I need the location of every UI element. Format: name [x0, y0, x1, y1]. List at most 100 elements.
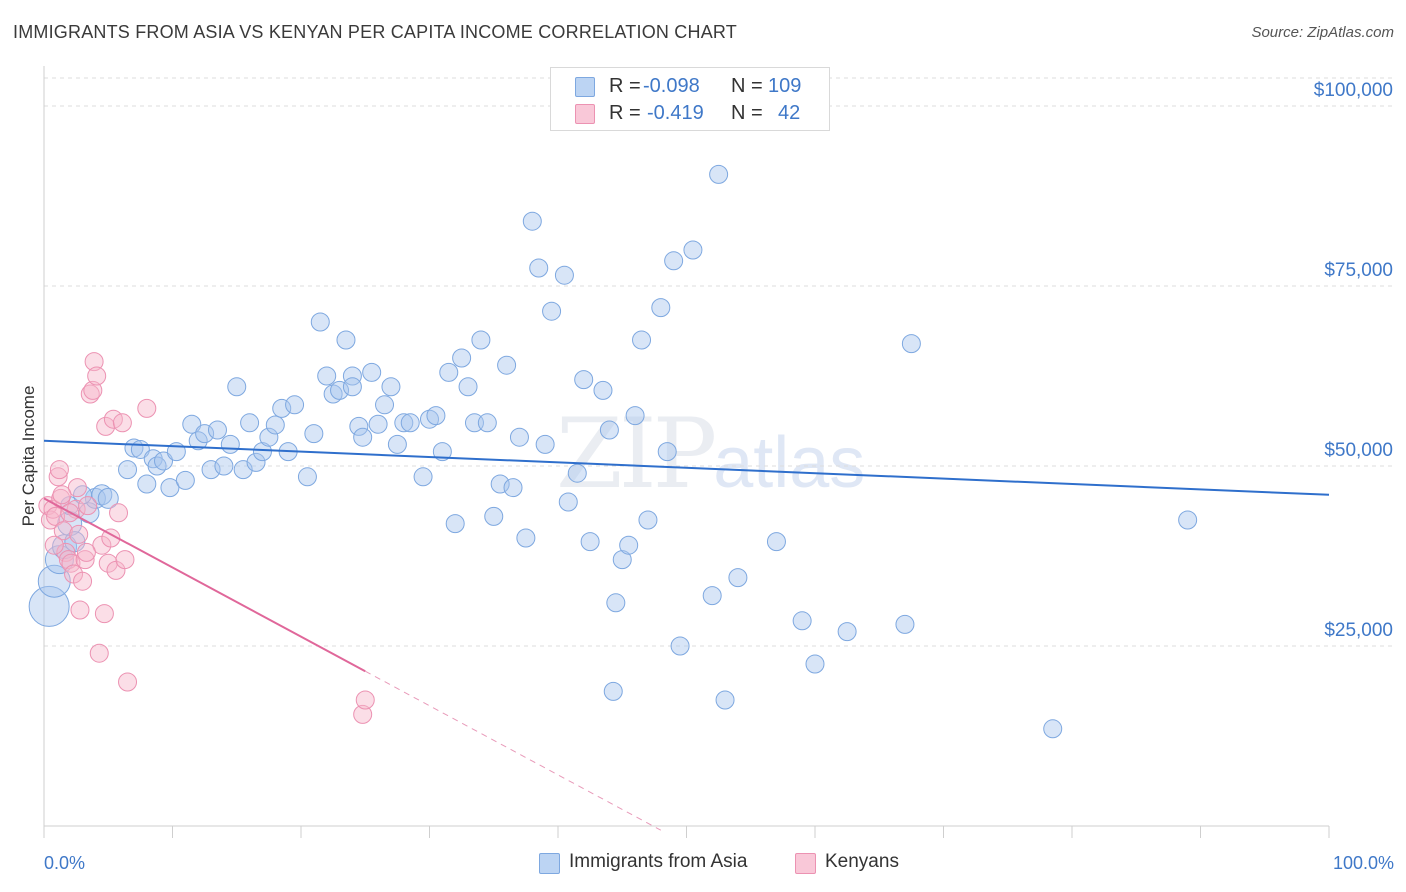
- point-asia: [529, 258, 549, 278]
- point-asia: [670, 636, 690, 656]
- axis-labels: $25,000 $50,000 $75,000 $100,000 0.0% 100.0% P…: [19, 80, 1394, 873]
- point-asia: [471, 330, 491, 350]
- point-asia: [651, 298, 671, 318]
- watermark-sub: atlas: [713, 423, 866, 503]
- point-asia: [84, 487, 106, 509]
- point-asia: [342, 377, 362, 397]
- point-asia: [252, 442, 272, 462]
- point-asia: [792, 611, 812, 631]
- point-kenyans: [353, 704, 373, 724]
- point-asia: [567, 463, 587, 483]
- point-asia: [420, 409, 439, 429]
- r-value: -0.419: [647, 102, 704, 124]
- point-asia: [375, 395, 395, 415]
- point-asia: [484, 506, 504, 526]
- point-asia: [349, 416, 369, 436]
- point-asia: [503, 478, 523, 498]
- point-asia: [490, 474, 510, 494]
- point-asia: [175, 470, 195, 490]
- point-kenyans: [76, 542, 96, 562]
- point-asia: [259, 427, 279, 447]
- asia-legend-label: Immigrants from Asia: [569, 851, 748, 872]
- point-asia: [413, 467, 433, 487]
- point-asia: [265, 415, 285, 435]
- point-asia: [182, 414, 202, 434]
- point-asia: [195, 424, 215, 444]
- point-asia: [702, 586, 722, 606]
- point-asia: [1178, 510, 1198, 530]
- point-kenyans: [87, 366, 107, 386]
- axes: [43, 66, 1330, 838]
- point-asia: [353, 427, 373, 447]
- point-asia: [118, 460, 138, 480]
- point-kenyans: [75, 550, 95, 570]
- point-asia: [497, 355, 517, 375]
- point-kenyans: [96, 416, 116, 436]
- point-kenyans: [84, 352, 104, 372]
- point-kenyans: [118, 672, 138, 692]
- r-label: R =: [609, 102, 641, 124]
- point-asia: [362, 362, 382, 382]
- x-tick-label: 0.0%: [44, 853, 85, 873]
- point-kenyans: [56, 542, 76, 562]
- point-asia: [368, 414, 388, 434]
- watermark: ZIPatlas: [556, 398, 865, 510]
- data-points: [28, 164, 1198, 739]
- asia-legend-swatch: [539, 853, 560, 874]
- trend-lines: [43, 439, 1330, 831]
- y-tick-label: $100,000: [1314, 80, 1393, 101]
- chart-title: IMMIGRANTS FROM ASIA VS KENYAN PER CAPIT…: [13, 22, 737, 42]
- point-asia: [387, 434, 407, 454]
- point-asia: [657, 442, 677, 462]
- y-tick-label: $75,000: [1324, 260, 1393, 281]
- point-asia: [304, 424, 324, 444]
- point-kenyans: [101, 528, 121, 548]
- point-asia: [240, 413, 260, 433]
- point-kenyans: [355, 690, 375, 710]
- point-asia: [201, 460, 221, 480]
- kenyans-legend-swatch: [795, 853, 816, 874]
- point-asia: [285, 395, 305, 415]
- point-asia: [1043, 719, 1063, 739]
- point-kenyans: [112, 413, 132, 433]
- point-kenyans: [48, 467, 68, 487]
- point-kenyans: [115, 550, 135, 570]
- point-asia: [137, 474, 157, 494]
- point-asia: [516, 528, 536, 548]
- y-axis-label: Per Capita Income: [19, 386, 38, 527]
- point-asia: [709, 164, 729, 184]
- point-asia: [599, 420, 619, 440]
- point-asia: [394, 413, 414, 433]
- point-asia: [272, 398, 292, 418]
- point-kenyans: [49, 460, 69, 480]
- point-asia: [895, 614, 915, 634]
- point-asia: [606, 593, 626, 613]
- point-asia: [632, 330, 652, 350]
- point-asia: [188, 431, 208, 451]
- watermark-main: ZIP: [556, 398, 717, 510]
- point-asia: [214, 456, 234, 476]
- point-asia: [207, 420, 227, 440]
- point-asia: [227, 377, 247, 397]
- point-asia: [715, 690, 735, 710]
- point-asia: [381, 377, 401, 397]
- point-asia: [535, 434, 555, 454]
- point-asia: [477, 413, 497, 433]
- trend-line-kenyans-extension: [365, 670, 662, 831]
- r-label: R =: [609, 75, 641, 97]
- point-asia: [297, 467, 317, 487]
- point-asia: [336, 330, 356, 350]
- point-kenyans: [44, 535, 64, 555]
- point-asia: [400, 413, 420, 433]
- point-asia: [522, 211, 542, 231]
- point-kenyans: [78, 496, 98, 516]
- trend-line-asia: [43, 439, 1330, 496]
- y-tick-label: $25,000: [1324, 620, 1393, 641]
- point-asia: [542, 301, 562, 321]
- point-asia: [625, 406, 645, 426]
- point-asia: [638, 510, 658, 530]
- point-asia: [664, 251, 684, 271]
- point-asia: [728, 568, 748, 588]
- source-credit: Source: ZipAtlas.com: [1251, 24, 1394, 41]
- point-asia: [612, 550, 632, 570]
